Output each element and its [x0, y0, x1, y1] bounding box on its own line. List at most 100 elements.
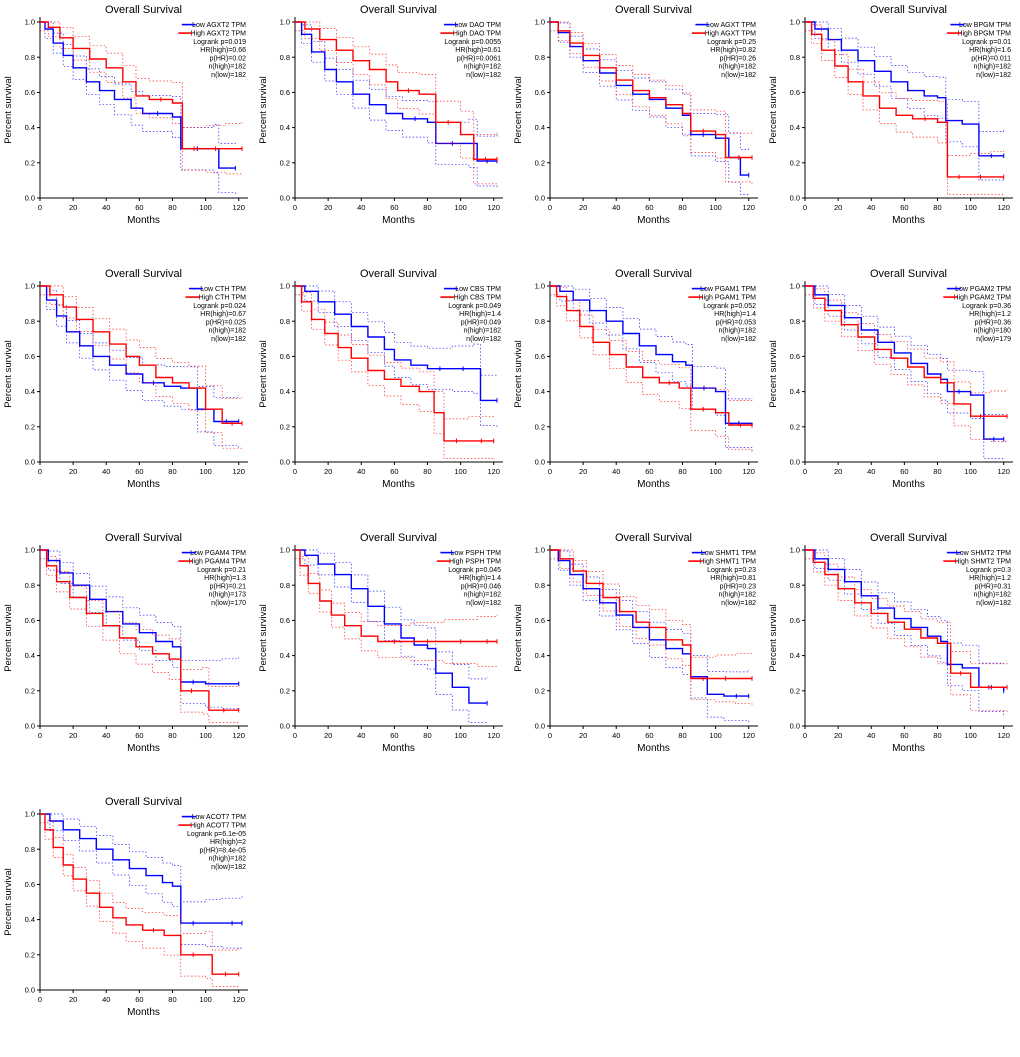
- km-plot-DAO: Overall Survival Percent survival Months 0.…: [255, 0, 510, 264]
- stat-line: p(HR)=0.046: [461, 583, 501, 590]
- legend-label-high: High SHMT2 TPM: [954, 559, 1011, 566]
- stat-line: p(HR)=0.049: [461, 319, 501, 326]
- x-axis-label: Months: [637, 743, 670, 754]
- high-survival-curve: [295, 21, 497, 160]
- x-tick-label: 60: [645, 203, 653, 212]
- x-tick-label: 80: [678, 731, 686, 740]
- y-tick-label: 0.2: [535, 422, 545, 431]
- y-tick-label: 0.4: [25, 651, 35, 660]
- high-survival-curve-ci-upper: [805, 21, 1005, 156]
- high-survival-curve-ci-lower: [40, 558, 239, 723]
- x-tick-label: 60: [900, 731, 908, 740]
- y-tick-label: 0.4: [790, 387, 800, 396]
- stat-line: n(high)=180: [973, 328, 1011, 335]
- x-tick-label: 100: [709, 731, 722, 740]
- high-survival-curve: [40, 285, 242, 424]
- y-tick-label: 0.8: [280, 317, 290, 326]
- high-survival-curve: [550, 549, 752, 680]
- y-tick-label: 0.0: [790, 458, 800, 467]
- x-tick-label: 0: [38, 995, 42, 1004]
- y-tick-label: 0.0: [280, 194, 290, 203]
- km-plot-PGAM1: Overall Survival Percent survival Months 0.…: [510, 264, 765, 528]
- y-tick-label: 1.0: [25, 282, 35, 291]
- stat-line: HR(high)=1.4: [714, 311, 756, 318]
- low-survival-curve: [295, 285, 497, 402]
- stat-line: p(HR)=0.025: [206, 319, 246, 326]
- stat-line: p(HR)=0.053: [716, 319, 756, 326]
- x-tick-label: 40: [612, 203, 620, 212]
- legend-label-low: Low AGXT2 TPM: [192, 22, 246, 29]
- high-survival-curve: [40, 549, 239, 711]
- x-tick-label: 100: [199, 467, 212, 476]
- stat-line: HR(high)=0.81: [710, 575, 756, 582]
- x-tick-label: 80: [678, 467, 686, 476]
- x-tick-label: 0: [38, 203, 42, 212]
- high-survival-curve: [805, 21, 1004, 178]
- y-tick-label: 1.0: [535, 18, 545, 27]
- x-tick-label: 40: [357, 467, 365, 476]
- stat-line: HR(high)=0.66: [200, 47, 246, 54]
- km-plot-PSPH: Overall Survival Percent survival Months 0.…: [255, 528, 510, 792]
- stat-line: n(high)=182: [718, 64, 756, 71]
- x-tick-label: 60: [390, 731, 398, 740]
- low-survival-curve-ci-lower: [805, 558, 1005, 718]
- chart-title: Overall Survival: [360, 268, 437, 280]
- stat-line: Logrank p=6.1e-05: [187, 831, 246, 838]
- low-survival-curve: [295, 549, 488, 704]
- x-tick-label: 40: [612, 731, 620, 740]
- high-survival-curve-ci-lower: [550, 294, 753, 452]
- x-tick-label: 0: [803, 731, 807, 740]
- x-tick-label: 120: [232, 731, 245, 740]
- chart-title: Overall Survival: [105, 532, 182, 544]
- x-tick-label: 120: [487, 731, 500, 740]
- high-survival-curve: [805, 285, 1007, 417]
- survival-plot-svg: Overall Survival Percent survival Months 0.…: [3, 796, 248, 1018]
- y-tick-label: 0.8: [535, 317, 545, 326]
- low-survival-curve-ci-upper: [295, 549, 488, 680]
- legend-label-low: Low PSPH TPM: [451, 550, 502, 557]
- y-tick-label: 0.8: [790, 317, 800, 326]
- y-axis-label: Percent survival: [3, 76, 14, 144]
- y-tick-label: 0.0: [535, 722, 545, 731]
- y-tick-label: 0.2: [790, 686, 800, 695]
- x-tick-label: 60: [135, 203, 143, 212]
- x-tick-label: 20: [324, 467, 332, 476]
- y-tick-label: 0.2: [790, 158, 800, 167]
- x-tick-label: 40: [102, 467, 110, 476]
- x-axis-label: Months: [127, 479, 160, 490]
- y-tick-label: 1.0: [25, 810, 35, 819]
- x-axis-label: Months: [127, 1007, 160, 1018]
- km-plot-PGAM4: Overall Survival Percent survival Months 0.…: [0, 528, 255, 792]
- y-tick-label: 1.0: [790, 18, 800, 27]
- x-tick-label: 80: [168, 467, 176, 476]
- stat-line: n(high)=182: [463, 328, 501, 335]
- y-tick-label: 0.2: [25, 686, 35, 695]
- stat-line: p(HR)=0.31: [975, 583, 1011, 590]
- low-survival-curve-ci-upper: [40, 285, 240, 398]
- high-survival-curve-ci-lower: [40, 822, 239, 987]
- km-plot-ACOT7: Overall Survival Percent survival Months 0.…: [0, 792, 255, 1056]
- survival-plot-svg: Overall Survival Percent survival Months 0.…: [513, 4, 758, 226]
- high-survival-curve-ci-upper: [550, 21, 753, 134]
- high-survival-curve: [40, 813, 239, 975]
- x-tick-label: 40: [867, 467, 875, 476]
- stat-line: Logrank p=0.3: [966, 567, 1011, 574]
- y-tick-label: 0.6: [535, 616, 545, 625]
- stat-line: n(low)=182: [466, 600, 501, 607]
- y-axis-label: Percent survival: [258, 340, 269, 408]
- legend-label-high: High DAO TPM: [453, 31, 501, 38]
- x-tick-label: 80: [168, 731, 176, 740]
- survival-plot-svg: Overall Survival Percent survival Months 0.…: [768, 532, 1013, 754]
- chart-title: Overall Survival: [105, 796, 182, 808]
- y-axis-label: Percent survival: [258, 604, 269, 672]
- x-tick-label: 120: [232, 467, 245, 476]
- y-tick-label: 0.8: [280, 53, 290, 62]
- chart-title: Overall Survival: [615, 4, 692, 16]
- x-tick-label: 0: [38, 731, 42, 740]
- legend-label-low: Low ACOT7 TPM: [192, 814, 247, 821]
- y-tick-label: 0.8: [25, 317, 35, 326]
- y-tick-label: 0.4: [280, 387, 290, 396]
- stat-line: n(high)=173: [208, 592, 246, 599]
- high-survival-curve-ci-lower: [295, 30, 498, 186]
- stat-line: HR(high)=1.6: [969, 47, 1011, 54]
